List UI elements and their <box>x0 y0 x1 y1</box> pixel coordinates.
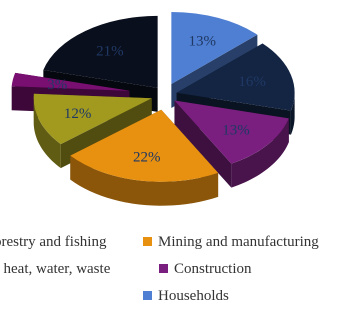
legend-label: Mining and manufacturing <box>158 234 319 250</box>
legend-item: Construction <box>159 261 252 277</box>
legend-label: orestry and fishing <box>0 234 107 250</box>
legend: orestry and fishing Mining and manufactur… <box>0 234 319 304</box>
legend-swatch <box>143 291 152 300</box>
legend-item: Households <box>143 288 229 304</box>
pie-slice-top <box>33 93 152 145</box>
slice-value-label: 22% <box>133 149 161 165</box>
pie-slice-side <box>290 92 295 135</box>
legend-label: Households <box>158 288 229 304</box>
slice-value-label: 21% <box>96 43 124 59</box>
pie-slice-side <box>231 118 289 188</box>
legend-item: , heat, water, waste <box>0 261 111 277</box>
pie-slices <box>11 11 295 206</box>
pie-slice-side <box>70 155 219 206</box>
slice-value-label: 13% <box>222 123 250 139</box>
pie-slice <box>174 100 289 188</box>
slice-value-label: 16% <box>238 74 266 90</box>
legend-label: Construction <box>174 261 252 277</box>
slice-value-label: 12% <box>64 106 92 122</box>
pie-slice-top <box>70 109 219 182</box>
legend-item: orestry and fishing <box>0 234 107 250</box>
pie-slice-top <box>11 72 130 91</box>
pie-slice-top <box>43 15 158 88</box>
pie-slice <box>70 109 219 206</box>
pie-labels: 13% 16% 13% 22% 12% 3% 21% <box>47 33 266 165</box>
legend-swatch <box>159 264 168 273</box>
slice-value-label: 3% <box>47 77 67 93</box>
pie-slice-top <box>176 43 295 111</box>
pie-slice-side <box>33 98 61 169</box>
pie-slice-top <box>174 100 289 164</box>
legend-label: , heat, water, waste <box>0 261 111 277</box>
legend-swatch <box>143 237 152 246</box>
pie-slice-top <box>171 11 258 84</box>
slice-value-label: 13% <box>189 33 217 49</box>
legend-item: Mining and manufacturing <box>143 234 319 250</box>
